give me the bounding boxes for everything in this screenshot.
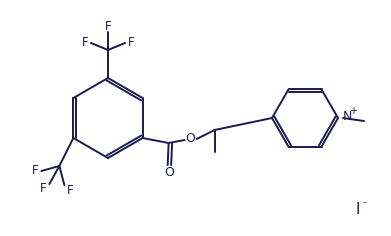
Text: F: F — [105, 20, 111, 33]
Text: F: F — [67, 185, 74, 198]
Text: +: + — [350, 106, 357, 116]
Text: O: O — [164, 165, 174, 178]
Text: F: F — [128, 37, 135, 50]
Text: F: F — [82, 37, 88, 50]
Text: N: N — [342, 110, 352, 123]
Text: F: F — [40, 182, 47, 195]
Text: O: O — [186, 132, 196, 146]
Text: ⁻: ⁻ — [361, 200, 367, 210]
Text: F: F — [32, 164, 39, 177]
Text: I: I — [356, 202, 360, 218]
